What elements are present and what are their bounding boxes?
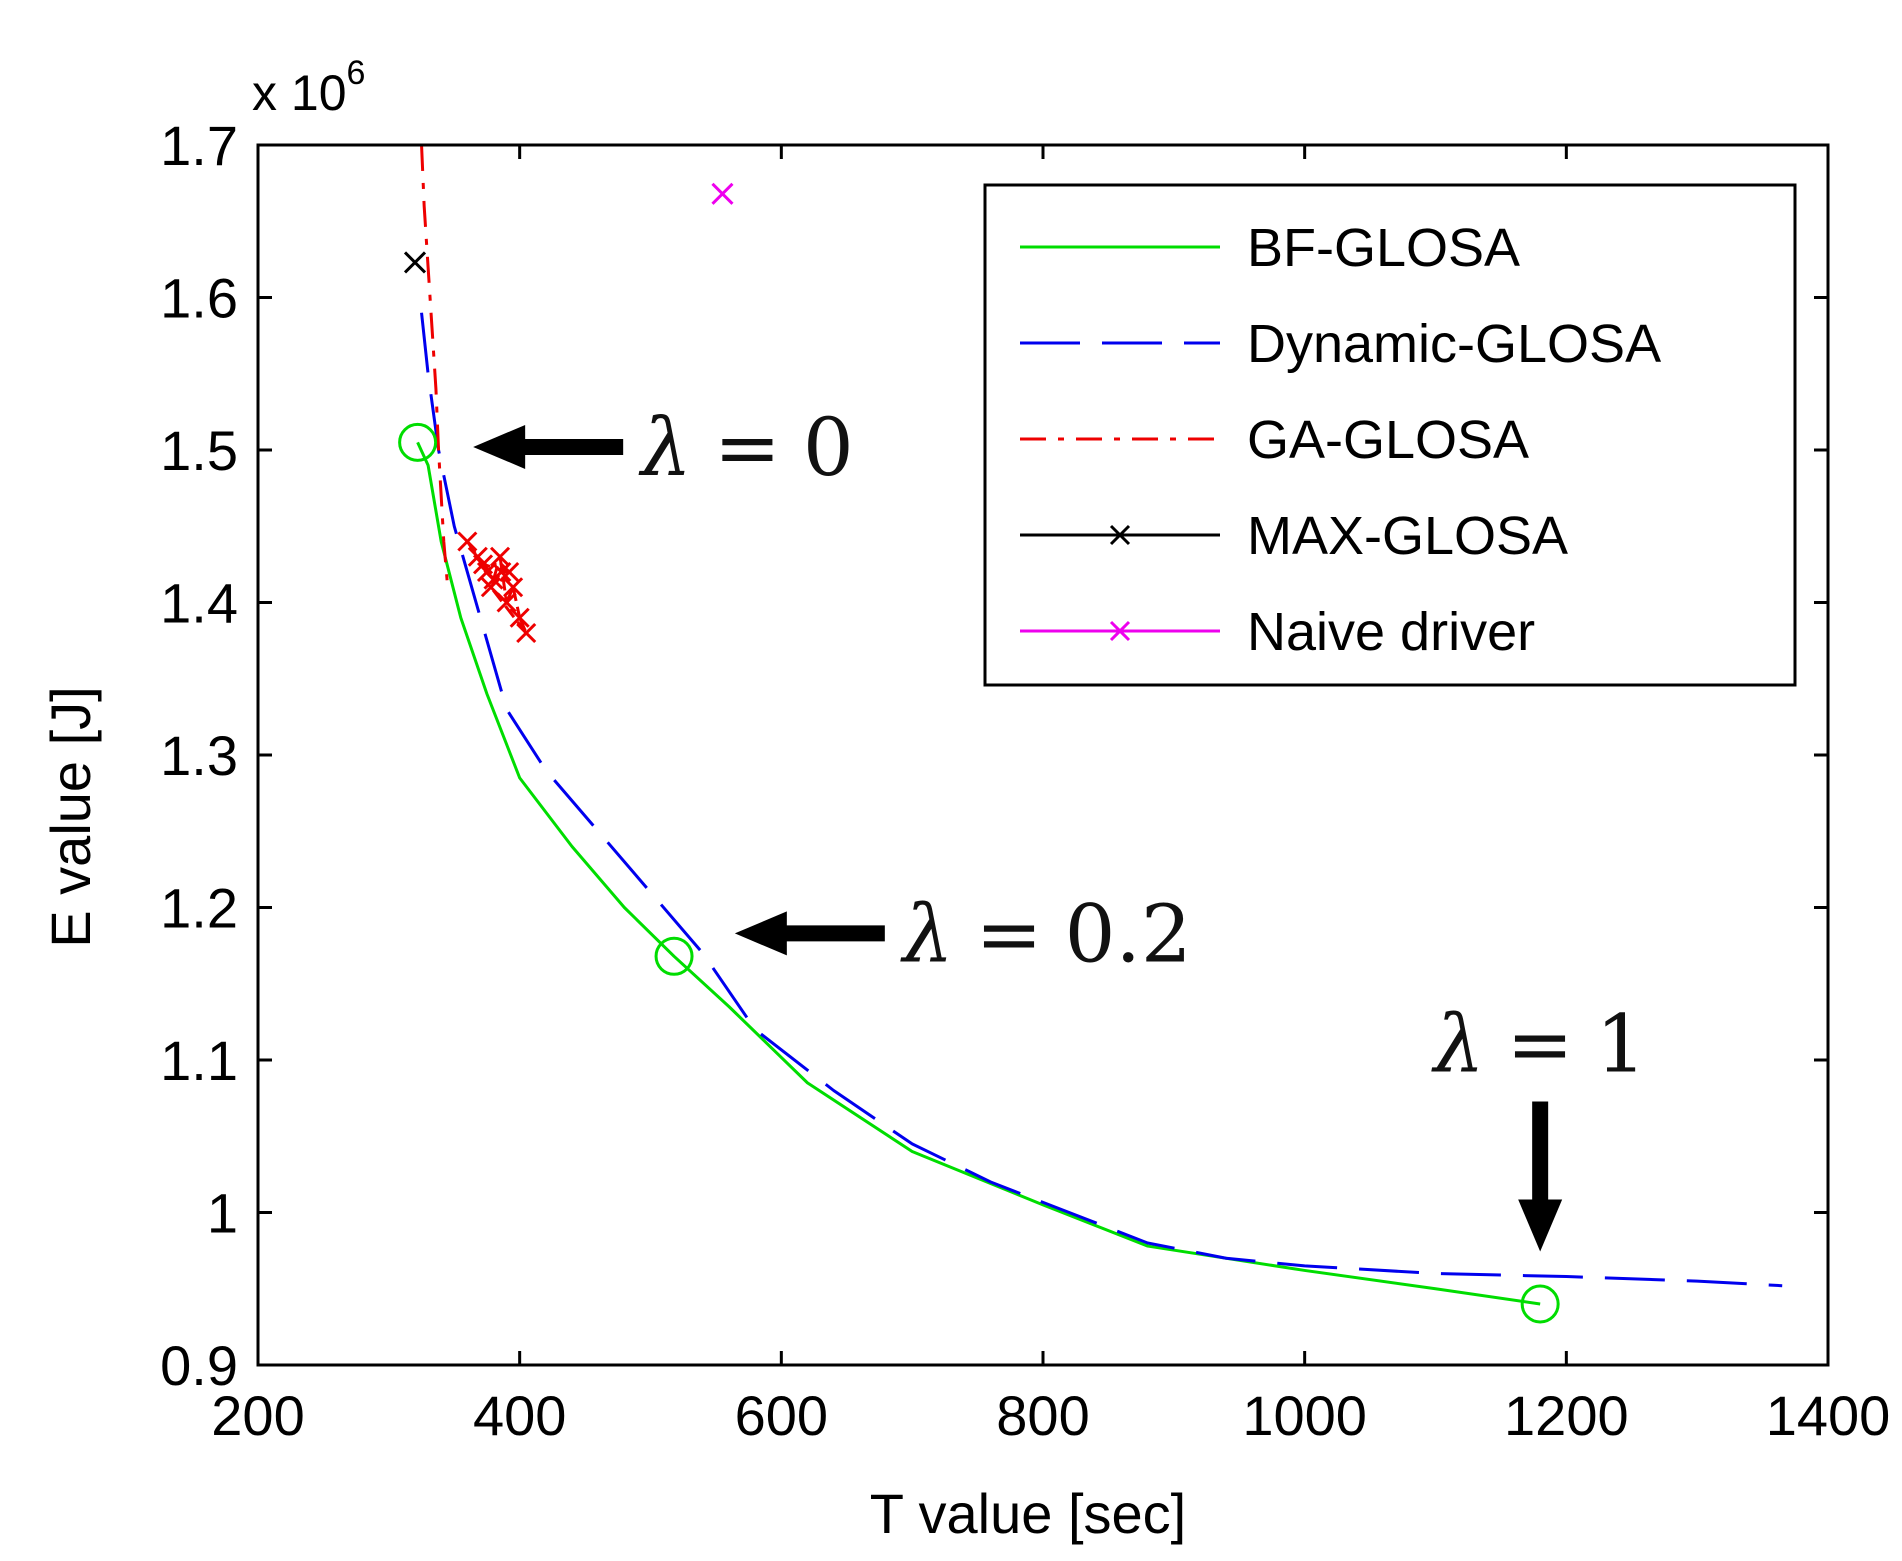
series-cluster-point-stroke-b <box>496 592 517 613</box>
annotation-lambda: λ <box>1431 998 1485 1091</box>
series-layer <box>403 144 1783 1306</box>
legend-label: Dynamic-GLOSA <box>1247 314 1661 374</box>
annotation-arrow-head <box>473 424 526 469</box>
annotation-value: 0.2 <box>1065 887 1192 980</box>
annotation-1: λ = 0.2 <box>734 887 1192 980</box>
annotation-arrow-head <box>1518 1199 1563 1252</box>
annotation-equals: = <box>714 401 781 494</box>
y-tick-label: 1.2 <box>160 877 238 940</box>
series-cluster-point-stroke-b <box>499 561 520 583</box>
series-line-2 <box>420 144 450 588</box>
series-cluster-point <box>496 592 517 613</box>
series-cluster-point <box>503 577 524 598</box>
legend-label: BF-GLOSA <box>1247 218 1520 278</box>
x-tick-label: 600 <box>735 1384 828 1447</box>
multiplier-base: x 10 <box>252 65 347 121</box>
annotation-label: λ = 0 <box>638 401 854 494</box>
legend-marker-stroke-b <box>1109 524 1131 546</box>
axes: 200 400 600 800 1000 1200 1400 0.9 1 1.1 1.2 1.3 1.4… <box>160 114 1890 1447</box>
legend: BF-GLOSA Dynamic-GLOSA GA-GLOSA MAX-GLOSA Na… <box>983 183 1797 687</box>
series-point-4-stroke-b <box>711 182 734 205</box>
legend-label: GA-GLOSA <box>1247 410 1529 470</box>
series-cluster-point-stroke-b <box>457 531 478 552</box>
annotation-arrow-head <box>734 911 787 956</box>
annotation-equals: = <box>976 887 1043 980</box>
y-tick-label: 1.4 <box>160 572 238 635</box>
series-cluster-point-stroke-b <box>516 622 537 644</box>
series-cluster-point <box>491 561 512 583</box>
series-cluster-point <box>472 554 494 575</box>
x-tick-label: 200 <box>211 1384 304 1447</box>
series-cluster-point-stroke-b <box>480 577 501 598</box>
annotation-0: λ = 0 <box>473 401 854 494</box>
highlight-circle <box>1520 1284 1560 1324</box>
series-cluster-point-stroke-b <box>472 554 494 575</box>
y-tick-label: 1.3 <box>160 724 238 787</box>
legend-entry-3: MAX-GLOSA <box>1020 506 1568 566</box>
legend-box <box>983 183 1797 687</box>
legend-marker <box>1109 620 1131 642</box>
x-tick-label: 400 <box>473 1384 566 1447</box>
legend-entry-1: Dynamic-GLOSA <box>1020 314 1661 374</box>
multiplier-exponent: 6 <box>347 54 366 92</box>
y-tick-label: 1.7 <box>160 114 238 177</box>
legend-marker-stroke-b <box>1109 620 1131 642</box>
series-line-1 <box>420 312 1783 1288</box>
y-tick-label: 1.1 <box>160 1029 238 1092</box>
x-tick-label: 1400 <box>1766 1384 1891 1447</box>
series-cluster-point-stroke-b <box>509 607 530 628</box>
y-tick-label: 1 <box>207 1182 238 1245</box>
annotation-label: λ = 0.2 <box>900 887 1192 980</box>
legend-label: Naive driver <box>1247 602 1535 662</box>
x-tick-label: 1200 <box>1504 1384 1629 1447</box>
series-point-3-stroke-b <box>403 251 427 274</box>
legend-entry-2: GA-GLOSA <box>1020 410 1529 470</box>
series-point-3 <box>403 251 427 274</box>
legend-entry-0: BF-GLOSA <box>1020 218 1520 278</box>
legend-entry-4: Naive driver <box>1020 602 1535 662</box>
y-tick-label: 1.5 <box>160 419 238 482</box>
annotation-lambda: λ <box>900 887 954 980</box>
annotation-value: 1 <box>1596 998 1647 1091</box>
annotation-lambda: λ <box>638 401 692 494</box>
series-cluster-point <box>509 607 530 628</box>
series-cluster-point <box>480 577 501 598</box>
annotations: λ = 0λ = 0.2λ = 1 <box>473 401 1646 1252</box>
annotation-equals: = <box>1507 998 1574 1091</box>
series-cluster-point-stroke-b <box>491 561 512 583</box>
series-cluster-point-stroke-b <box>503 577 524 598</box>
x-tick-label: 800 <box>996 1384 1089 1447</box>
x-axis-label: T value [sec] <box>870 1482 1186 1545</box>
annotation-value: 0 <box>803 401 854 494</box>
series-point-4 <box>711 182 734 205</box>
legend-marker <box>1109 524 1131 546</box>
legend-label: MAX-GLOSA <box>1247 506 1568 566</box>
series-cluster-point <box>516 622 537 644</box>
y-tick-label: 0.9 <box>160 1334 238 1397</box>
series-cluster-segment <box>511 586 522 619</box>
x-tick-label: 1000 <box>1242 1384 1367 1447</box>
highlight-layer <box>398 422 1560 1324</box>
y-tick-label: 1.6 <box>160 267 238 330</box>
highlight-circle <box>654 936 694 976</box>
y-axis-label: E value [J] <box>39 686 102 947</box>
annotation-label: λ = 1 <box>1431 998 1647 1091</box>
series-cluster-point <box>457 531 478 552</box>
y-axis-multiplier: x 106 <box>252 54 365 121</box>
highlight-circle <box>398 422 438 462</box>
annotation-2: λ = 1 <box>1431 998 1647 1252</box>
series-cluster-point-stroke-b <box>467 546 488 567</box>
series-cluster-point <box>499 561 520 583</box>
